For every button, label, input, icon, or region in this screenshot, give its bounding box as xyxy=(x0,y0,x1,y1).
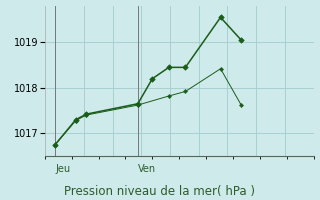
Text: Jeu: Jeu xyxy=(55,164,70,174)
Text: Ven: Ven xyxy=(138,164,156,174)
Text: Pression niveau de la mer( hPa ): Pression niveau de la mer( hPa ) xyxy=(65,185,255,198)
